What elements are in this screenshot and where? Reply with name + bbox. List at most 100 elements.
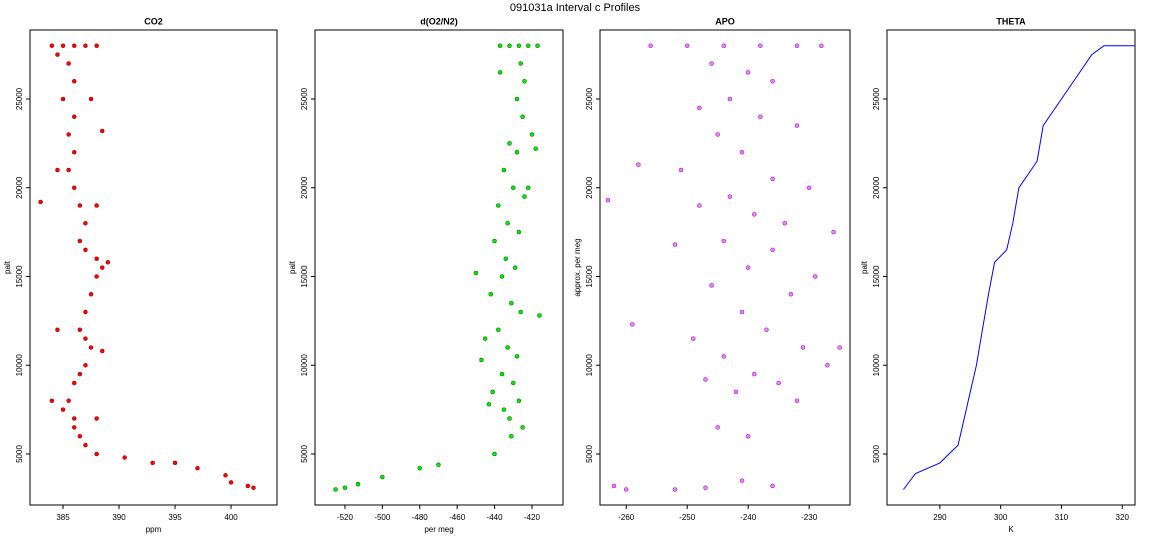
y-tick-label: 20000 [872, 176, 881, 199]
point [100, 348, 105, 354]
point [505, 345, 510, 350]
y-tick-label: 15000 [15, 265, 24, 288]
point [501, 167, 507, 173]
y-tick-label: 25000 [585, 87, 594, 110]
point [66, 61, 71, 66]
point [697, 105, 702, 111]
x-tick-label: 385 [56, 513, 70, 522]
y-tick-label: 5000 [585, 445, 594, 463]
point [55, 52, 60, 57]
point [522, 194, 527, 199]
y-tick-label: 15000 [872, 265, 881, 288]
point [71, 416, 77, 421]
point [71, 425, 77, 430]
point [49, 398, 55, 404]
point [512, 265, 518, 270]
x-tick-label: -260 [618, 513, 635, 522]
point [727, 194, 733, 199]
point [88, 345, 94, 350]
panel-title: CO2 [144, 16, 163, 26]
point [77, 327, 83, 333]
point [150, 460, 155, 466]
panel-title: d(O2/N2) [420, 16, 458, 26]
x-tick-label: -480 [412, 513, 429, 522]
point [507, 416, 512, 421]
y-tick-label: 25000 [15, 87, 24, 110]
y-tick-label: 25000 [872, 87, 881, 110]
point [88, 291, 94, 297]
point [764, 327, 769, 333]
point [94, 451, 99, 457]
point [715, 425, 720, 430]
point [520, 114, 525, 119]
point [482, 336, 488, 341]
point [77, 203, 83, 208]
point [678, 167, 684, 173]
point [71, 380, 77, 386]
point [758, 43, 763, 48]
point [245, 483, 251, 489]
point [172, 460, 178, 466]
x-tick-label: 300 [994, 513, 1008, 522]
x-tick-label: -420 [524, 513, 541, 522]
point [794, 43, 800, 48]
x-tick-label: 320 [1116, 513, 1130, 522]
x-tick-label: 400 [224, 513, 238, 522]
panel-title: THETA [996, 16, 1026, 26]
panel-title: APO [715, 16, 735, 26]
point [770, 176, 775, 182]
point [715, 132, 720, 137]
point [88, 96, 94, 102]
y-axis-label: approx. per meg [573, 238, 582, 296]
point [49, 43, 55, 48]
point [55, 167, 60, 173]
point [223, 473, 228, 478]
x-tick-label: -240 [740, 513, 757, 522]
point [709, 283, 714, 288]
point [417, 465, 422, 471]
point [473, 270, 479, 276]
point [486, 402, 492, 407]
point [630, 322, 635, 327]
point [525, 43, 531, 48]
point [697, 203, 702, 208]
point [752, 212, 757, 217]
x-axis-label: per meg [424, 525, 453, 534]
point [819, 43, 824, 48]
plot-box [599, 29, 851, 506]
x-tick-label: -440 [487, 513, 504, 522]
point [721, 43, 727, 48]
point [492, 451, 497, 457]
point [509, 300, 514, 306]
point [83, 363, 88, 368]
y-tick-label: 5000 [300, 445, 309, 463]
y-tick-label: 15000 [585, 265, 594, 288]
point [94, 203, 99, 208]
point [514, 354, 520, 359]
point [611, 483, 617, 489]
point [770, 483, 775, 489]
point [782, 220, 788, 226]
point [436, 462, 441, 467]
point [733, 389, 739, 395]
point [745, 434, 751, 439]
point [195, 465, 200, 471]
y-tick-label: 25000 [300, 87, 309, 110]
point [94, 43, 99, 48]
point [83, 442, 88, 448]
point [38, 199, 43, 205]
point [739, 309, 745, 315]
point [105, 260, 111, 265]
point [507, 141, 512, 146]
point [537, 313, 542, 318]
point [342, 485, 348, 490]
y-tick-label: 5000 [15, 445, 24, 463]
point [739, 478, 745, 483]
point [800, 345, 806, 350]
point [496, 203, 501, 208]
point [522, 78, 527, 84]
point [83, 309, 88, 315]
point [509, 434, 514, 439]
point [71, 185, 77, 190]
point [505, 220, 510, 226]
